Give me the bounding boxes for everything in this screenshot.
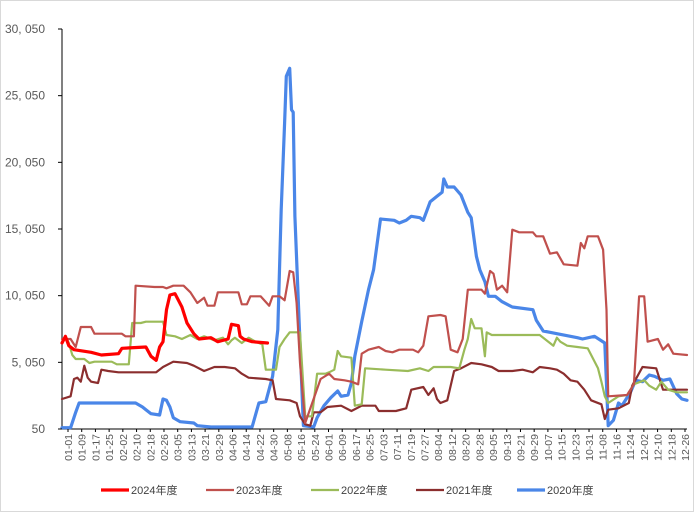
x-tick-label: 08-12 [447, 434, 459, 461]
series-line-2024年度 [60, 292, 270, 362]
x-tick-label: 03-29 [214, 434, 226, 461]
y-tick-label: 10, 050 [5, 289, 45, 303]
x-tick-label: 11-24 [625, 434, 637, 460]
y-tick-label: 15, 050 [5, 222, 45, 236]
x-tick-label: 09-21 [515, 434, 527, 461]
x-tick-label: 02-18 [145, 434, 157, 461]
x-tick-label: 07-27 [419, 434, 431, 461]
legend-label: 2024年度 [131, 483, 177, 497]
series-line-2020年度 [60, 66, 689, 430]
y-axis-ticks: 50 5, 050 10, 050 15, 050 20, 050 25, 050 30, … [5, 22, 62, 436]
x-tick-label: 11-08 [598, 434, 610, 460]
x-tick-label: 01-01 [63, 434, 75, 461]
x-tick-label: 02-02 [118, 434, 130, 461]
legend-label: 2020年度 [547, 483, 593, 497]
y-tick-label: 5, 050 [12, 355, 46, 369]
x-axis-ticks: 01-01 01-09 01-17 01-25 02-02 02-10 02-18 02-26… [63, 429, 692, 461]
x-tick-label: 05-24 [310, 434, 322, 461]
x-tick-label: 06-25 [365, 434, 377, 461]
x-tick-label: 04-14 [241, 434, 253, 461]
x-tick-label: 01-09 [77, 434, 89, 461]
x-tick-label: 04-22 [255, 434, 267, 461]
x-tick-label: 10-23 [570, 434, 582, 461]
y-tick-label: 25, 050 [5, 89, 45, 103]
x-tick-label: 09-13 [502, 434, 514, 461]
x-tick-label: 07-11 [392, 434, 404, 460]
x-tick-label: 06-09 [337, 434, 349, 461]
x-tick-label: 09-05 [488, 434, 500, 461]
x-tick-label: 07-19 [406, 434, 418, 461]
x-tick-label: 07-03 [378, 434, 390, 461]
x-tick-label: 05-16 [296, 434, 308, 461]
x-tick-label: 11-16 [611, 434, 623, 460]
x-tick-label: 10-15 [557, 434, 569, 461]
x-tick-label: 06-01 [324, 434, 336, 461]
x-tick-label: 12-02 [639, 434, 651, 461]
x-tick-label: 08-04 [433, 434, 445, 461]
x-tick-label: 06-17 [351, 434, 363, 461]
series-lines [60, 66, 689, 430]
series-line-2021年度 [60, 360, 689, 427]
x-tick-label: 05-08 [282, 434, 294, 461]
series-line-2022年度 [60, 317, 689, 418]
x-tick-label: 12-18 [666, 434, 678, 461]
x-tick-label: 02-26 [159, 434, 171, 461]
x-tick-label: 01-17 [90, 434, 102, 461]
x-tick-label: 12-10 [653, 434, 665, 461]
x-tick-label: 12-26 [680, 434, 692, 461]
y-tick-label: 20, 050 [5, 155, 45, 169]
legend-label: 2021年度 [446, 483, 492, 497]
x-tick-label: 02-10 [132, 434, 144, 461]
x-tick-label: 10-07 [543, 434, 555, 461]
series-line-2023年度 [60, 228, 689, 425]
x-tick-label: 08-20 [461, 434, 473, 461]
legend-label: 2023年度 [236, 483, 282, 497]
x-tick-label: 04-30 [269, 434, 281, 461]
x-tick-label: 01-25 [104, 434, 116, 461]
x-tick-label: 04-06 [228, 434, 240, 461]
x-tick-label: 03-05 [173, 434, 185, 461]
x-tick-label: 03-21 [200, 434, 212, 461]
x-tick-label: 08-28 [474, 434, 486, 461]
x-tick-label: 03-13 [186, 434, 198, 461]
legend-label: 2022年度 [341, 483, 387, 497]
y-tick-label: 30, 050 [5, 22, 45, 36]
y-tick-label: 50 [32, 422, 46, 436]
x-tick-label: 10-31 [584, 434, 596, 461]
x-tick-label: 09-29 [529, 434, 541, 461]
legend: 2024年度 2023年度 2022年度 2021年度 2020年度 [101, 483, 593, 497]
